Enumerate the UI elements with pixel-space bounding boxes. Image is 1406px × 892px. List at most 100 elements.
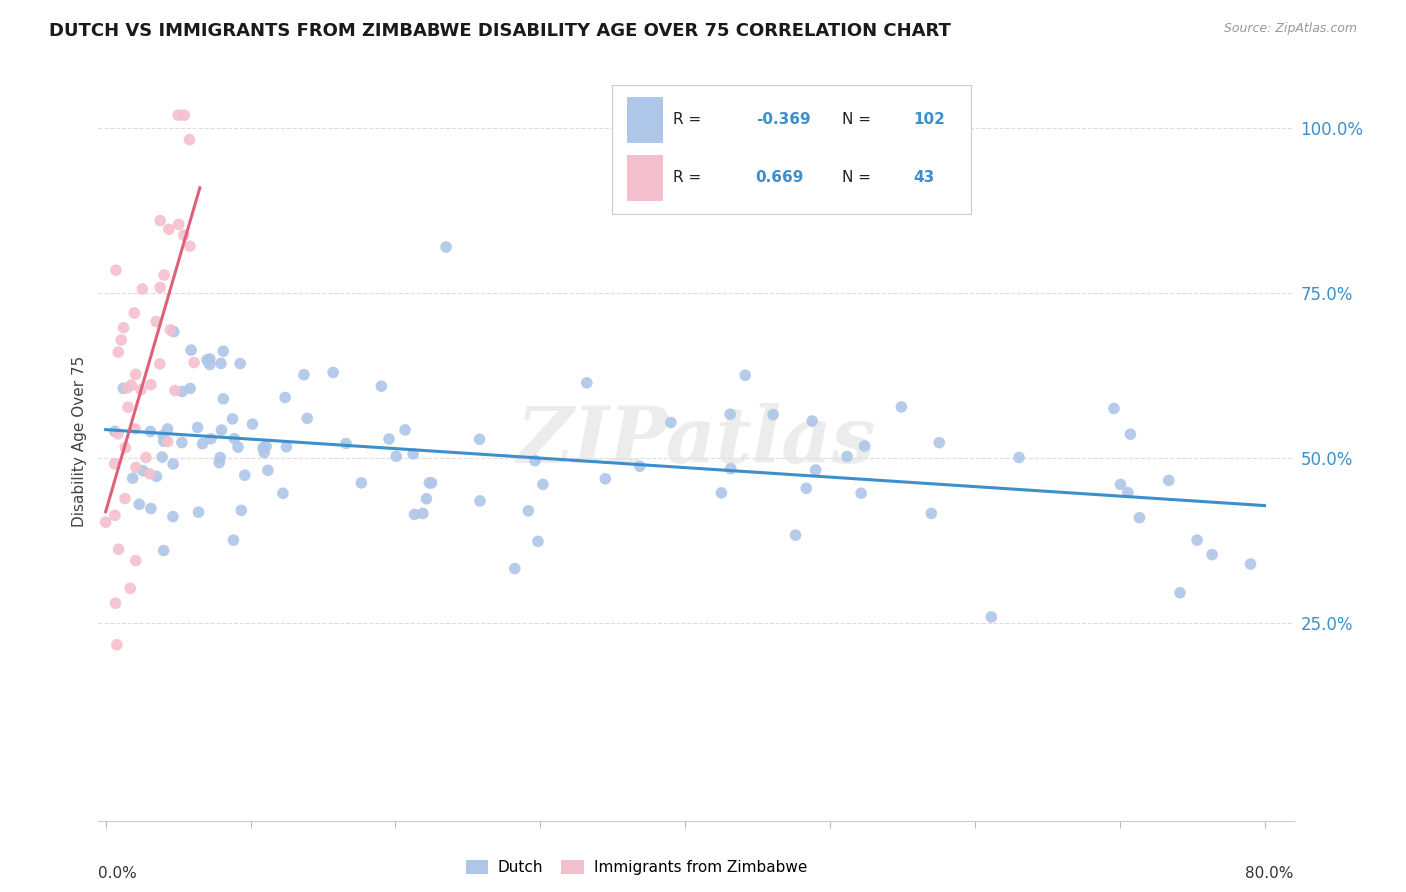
Point <box>527 534 550 549</box>
Point <box>1119 427 1142 442</box>
Point <box>105 638 128 652</box>
Point <box>222 533 245 548</box>
Point <box>128 497 150 511</box>
Point <box>124 422 146 436</box>
Point <box>1109 477 1132 491</box>
Point <box>162 457 184 471</box>
Point <box>183 355 205 369</box>
Point <box>254 440 277 454</box>
Point <box>104 263 127 277</box>
Point <box>156 434 179 449</box>
Point <box>112 381 135 395</box>
Point <box>157 222 180 236</box>
Point <box>271 486 294 500</box>
Text: 80.0%: 80.0% <box>1246 866 1294 881</box>
Point <box>131 282 153 296</box>
Point <box>370 379 392 393</box>
Point <box>418 475 440 490</box>
Point <box>801 414 824 428</box>
Point <box>1008 450 1031 465</box>
Legend: Dutch, Immigrants from Zimbabwe: Dutch, Immigrants from Zimbabwe <box>460 854 813 881</box>
Point <box>153 434 176 449</box>
Point <box>274 391 297 405</box>
Point <box>149 357 172 371</box>
Point <box>187 505 209 519</box>
Point <box>208 456 231 470</box>
Point <box>531 477 554 491</box>
Point <box>718 407 741 421</box>
Point <box>120 582 142 596</box>
Point <box>198 358 221 372</box>
Point <box>434 240 457 254</box>
Point <box>125 553 148 567</box>
Point <box>226 440 249 454</box>
Point <box>229 357 252 371</box>
Point <box>94 515 117 529</box>
Point <box>107 345 129 359</box>
Point <box>231 503 253 517</box>
Point <box>890 400 912 414</box>
Point <box>762 408 785 422</box>
Point <box>107 426 129 441</box>
Point <box>104 425 127 439</box>
Text: ZIPatlas: ZIPatlas <box>516 403 876 480</box>
Point <box>209 450 232 465</box>
Point <box>152 543 174 558</box>
Point <box>276 440 298 454</box>
Point <box>167 218 190 232</box>
Point <box>415 491 437 506</box>
Point <box>1201 548 1223 562</box>
Point <box>252 441 274 455</box>
Point <box>1128 510 1150 524</box>
Point <box>804 463 827 477</box>
Point <box>114 491 136 506</box>
Point <box>297 411 319 425</box>
Point <box>1116 485 1139 500</box>
Point <box>468 432 491 446</box>
Y-axis label: Disability Age Over 75: Disability Age Over 75 <box>72 356 87 527</box>
Point <box>129 383 152 397</box>
Point <box>212 344 235 359</box>
Point <box>209 356 232 370</box>
Point <box>1239 557 1261 571</box>
Point <box>125 460 148 475</box>
Point <box>163 325 186 339</box>
Point <box>257 463 280 477</box>
Point <box>628 459 651 474</box>
Point <box>104 508 127 523</box>
Point <box>1185 533 1208 547</box>
Point <box>524 453 547 467</box>
Point <box>195 353 218 368</box>
Text: Source: ZipAtlas.com: Source: ZipAtlas.com <box>1223 22 1357 36</box>
Point <box>115 381 138 395</box>
Point <box>139 501 162 516</box>
Point <box>180 343 202 357</box>
Point <box>404 508 426 522</box>
Point <box>794 481 817 495</box>
Point <box>980 610 1002 624</box>
Point <box>335 436 357 450</box>
Point <box>145 469 167 483</box>
Point <box>1102 401 1125 416</box>
Point <box>575 376 598 390</box>
Point <box>224 432 246 446</box>
Point <box>179 239 201 253</box>
Point <box>145 314 167 328</box>
Point <box>720 461 742 475</box>
Point <box>394 423 416 437</box>
Point <box>179 381 201 395</box>
Point <box>179 133 201 147</box>
Point <box>517 504 540 518</box>
Point <box>920 507 942 521</box>
Point <box>253 445 276 459</box>
Point <box>292 368 315 382</box>
Point <box>121 471 143 485</box>
Point <box>173 228 195 243</box>
Point <box>853 439 876 453</box>
Point <box>162 509 184 524</box>
Point <box>1168 585 1191 599</box>
Point <box>928 435 950 450</box>
Point <box>132 464 155 478</box>
Point <box>242 417 264 431</box>
Point <box>420 475 443 490</box>
